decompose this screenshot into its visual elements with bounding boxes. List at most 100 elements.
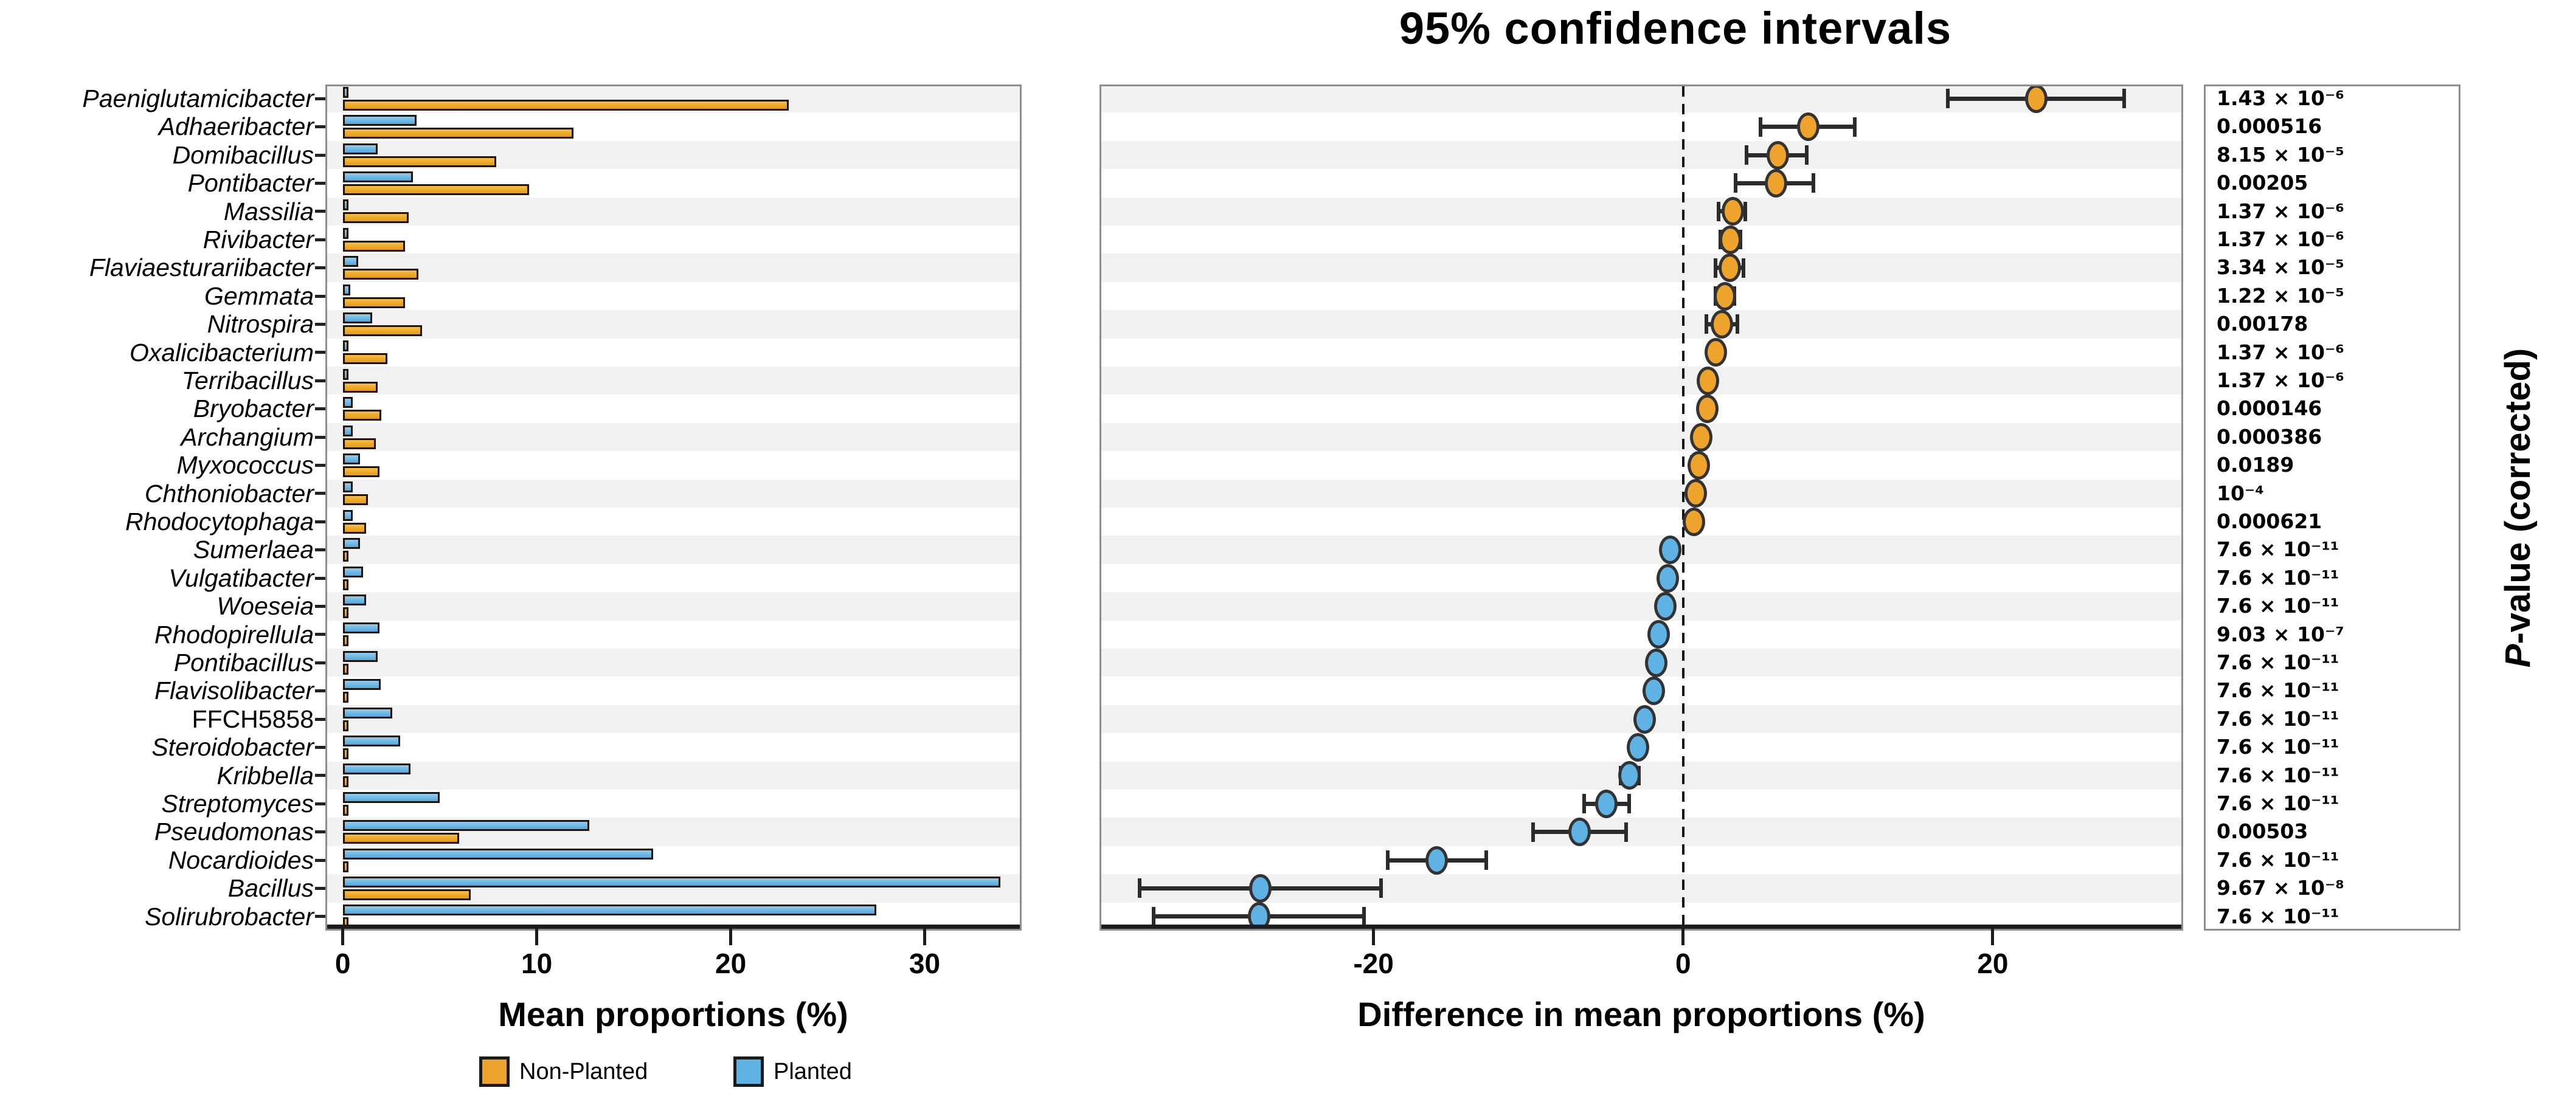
non-planted-bar [342, 269, 419, 280]
taxon-tick-mark [315, 294, 325, 298]
planted-bar [342, 905, 876, 916]
taxon-label: Domibacillus [172, 140, 314, 169]
taxon-tick-mark [315, 125, 325, 129]
p-value: 9.67 × 10⁻⁸ [2217, 876, 2344, 900]
ci-cap-right [1742, 258, 1746, 278]
ci-dot [1595, 789, 1618, 818]
taxon-tick-mark [315, 830, 325, 834]
taxon-label: Bryobacter [193, 395, 314, 423]
left-axis-title: Mean proportions (%) [498, 995, 848, 1033]
ci-dot [1568, 818, 1591, 847]
p-label-rest: -value (corrected) [2498, 348, 2538, 644]
taxon-tick-mark [315, 548, 325, 552]
taxon-tick-mark [315, 435, 325, 439]
diff-axis-line [1101, 925, 2181, 929]
ci-cap-left [1152, 906, 1156, 926]
row-band [1101, 422, 2181, 452]
planted-bar [342, 312, 372, 323]
p-value: 0.00178 [2217, 312, 2308, 336]
planted-bar [342, 679, 381, 691]
taxon-tick-mark [315, 661, 325, 664]
planted-bar [342, 566, 364, 577]
taxon-tick-mark [315, 492, 325, 495]
row-band [327, 310, 1020, 339]
row-band [1101, 818, 2181, 846]
ci-dot [1710, 309, 1733, 339]
taxon-label: Rhodocytophaga [125, 508, 314, 536]
ci-cap-right [1735, 314, 1739, 334]
row-band [327, 705, 1020, 734]
row-band [327, 422, 1020, 452]
row-band [1101, 479, 2181, 508]
taxon-tick-mark [315, 210, 325, 213]
ci-dot [1684, 479, 1707, 508]
taxon-label: Bacillus [227, 874, 314, 903]
ci-cap-right [1484, 850, 1489, 870]
taxon-tick-mark [315, 238, 325, 241]
legend: Non-Planted Planted [0, 1056, 1034, 1099]
p-value-panel: 1.43 × 10⁻⁶ 0.000516 8.15 × 10⁻⁵ 0.00205 1.3… [2204, 84, 2460, 931]
taxon-label: Vulgatibacter [168, 563, 314, 592]
taxon-label: Pontibacillus [173, 649, 314, 677]
p-value: 0.00205 [2217, 171, 2308, 195]
non-planted-bar [342, 522, 366, 534]
ci-cap-right [1624, 822, 1628, 842]
ci-cap-left [1759, 117, 1763, 137]
non-planted-bar [342, 663, 348, 675]
x-tick [1372, 929, 1376, 945]
x-tick [1681, 929, 1685, 945]
p-value: 7.6 × 10⁻¹¹ [2217, 904, 2339, 928]
planted-bar [342, 256, 359, 267]
zero-line [1681, 86, 1684, 929]
taxon-label: Rivibacter [203, 226, 314, 253]
left-axis-line [327, 925, 1020, 929]
x-tick-label: 0 [1675, 948, 1691, 979]
ci-dot [1647, 620, 1670, 649]
ci-dot [1653, 591, 1677, 621]
row-band [327, 197, 1020, 226]
planted-bar [342, 538, 361, 550]
p-value: 0.000621 [2217, 509, 2322, 533]
taxon-label: Woeseia [216, 592, 314, 621]
taxon-label: FFCH5858 [192, 705, 314, 733]
x-tick-label: 10 [521, 948, 553, 979]
non-planted-bar [342, 240, 405, 252]
taxon-tick-mark [315, 858, 325, 862]
taxon-tick-mark [315, 745, 325, 749]
ci-cap-right [1627, 794, 1631, 814]
taxon-label: Sumerlaea [193, 536, 314, 564]
non-planted-bar [342, 184, 529, 195]
planted-bar [342, 509, 353, 521]
ci-cap-left [1745, 145, 1749, 165]
taxon-tick-mark [315, 351, 325, 354]
taxon-label: Massilia [223, 197, 314, 226]
ci-dot [1713, 281, 1736, 311]
taxon-label: Gemmata [204, 281, 314, 310]
planted-bar [342, 848, 653, 860]
planted-bar [342, 284, 351, 295]
non-planted-bar [342, 466, 380, 477]
planted-bar [342, 199, 348, 211]
taxon-tick-mark [315, 379, 325, 382]
planted-bar [342, 425, 353, 436]
taxon-label: Rhodopirellula [154, 620, 314, 649]
non-planted-bar [342, 607, 348, 618]
planted-bar [342, 397, 353, 408]
planted-bar [342, 368, 348, 380]
planted-bar [342, 227, 348, 239]
taxon-tick-mark [315, 97, 325, 100]
diff-axis-title: Difference in mean proportions (%) [1357, 995, 1925, 1033]
non-planted-bar [342, 128, 574, 139]
taxon-tick-mark [315, 689, 325, 693]
ci-dot [1696, 366, 1719, 395]
taxon-label: Adhaeribacter [158, 112, 314, 141]
x-tick-label: 30 [909, 948, 941, 979]
taxon-label: Pontibacter [187, 169, 314, 198]
non-planted-bar [342, 692, 348, 703]
ci-dot [1687, 450, 1710, 480]
ci-cap-left [1531, 822, 1535, 842]
ci-cap-left [1946, 89, 1950, 109]
ci-cap-left [1734, 173, 1738, 193]
taxon-label: Pseudomonas [154, 818, 314, 846]
p-value: 10⁻⁴ [2217, 481, 2264, 505]
